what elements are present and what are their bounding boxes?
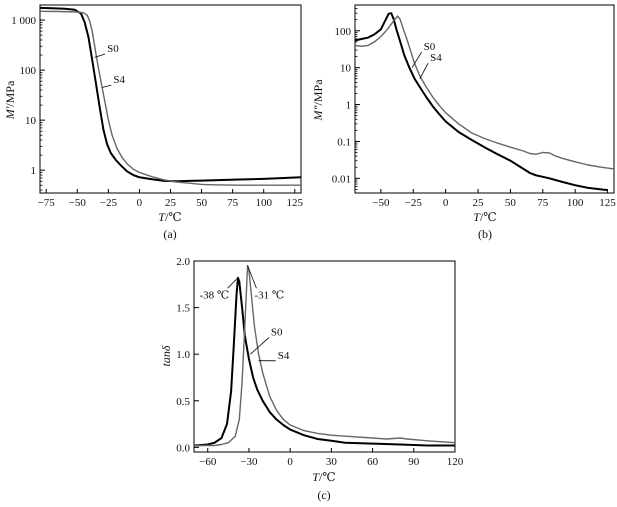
panel-c-peak-annotations: -38 ℃ -31 ℃ bbox=[199, 265, 284, 301]
x-tick-label: 0 bbox=[287, 456, 293, 468]
y-tick-label: 0.01 bbox=[332, 173, 351, 185]
peak-annotation-leader bbox=[227, 277, 239, 289]
x-tick-label: 100 bbox=[255, 197, 272, 209]
y-tick-label: 1.5 bbox=[176, 303, 190, 315]
x-tick-label: 25 bbox=[165, 197, 177, 209]
y-tick-label: 10 bbox=[340, 63, 352, 75]
x-tick-label: 0 bbox=[137, 197, 143, 209]
panel-c-x-axis-label: T/℃ bbox=[312, 470, 335, 484]
panel-b-x-axis-label: T/℃ bbox=[473, 210, 496, 224]
x-tick-label: −30 bbox=[240, 456, 258, 468]
series-label-leader bbox=[411, 51, 422, 68]
x-tick-label: −75 bbox=[38, 197, 56, 209]
x-tick-label: −60 bbox=[199, 456, 217, 468]
panel-c-y-ticks: 0.0 0.5 1.0 1.5 2.0 bbox=[176, 256, 199, 454]
x-tick-label: −25 bbox=[100, 197, 118, 209]
series-line-s0 bbox=[193, 276, 455, 447]
x-tick-label: 0 bbox=[443, 197, 449, 209]
series-line-s0 bbox=[354, 12, 608, 192]
x-tick-label: 100 bbox=[567, 197, 584, 209]
x-tick-label: 125 bbox=[287, 197, 304, 209]
series-label-leader bbox=[419, 62, 429, 79]
y-tick-label: 1 bbox=[346, 100, 352, 112]
y-tick-label: 1 000 bbox=[11, 15, 36, 27]
x-tick-label: −50 bbox=[372, 197, 390, 209]
x-tick-label: 25 bbox=[473, 197, 485, 209]
panel-b-y-axis-label: M"/MPa bbox=[311, 79, 325, 122]
y-tick-label: 100 bbox=[20, 65, 37, 77]
panel-c-y-axis-label: tanδ bbox=[159, 345, 173, 366]
series-label-s4: S4 bbox=[430, 52, 442, 64]
series-line-s4 bbox=[194, 265, 456, 447]
panel-c-label: (c) bbox=[317, 488, 330, 502]
peak-annotation-s4: -31 ℃ bbox=[254, 289, 284, 301]
series-label-s0: S0 bbox=[107, 43, 119, 55]
series-label-s4: S4 bbox=[113, 74, 125, 86]
y-tick-label: 10 bbox=[25, 115, 37, 127]
x-tick-label: 125 bbox=[599, 197, 616, 209]
x-tick-label: 30 bbox=[326, 456, 338, 468]
y-tick-label: 0.5 bbox=[176, 396, 190, 408]
x-tick-label: 50 bbox=[505, 197, 517, 209]
y-tick-label: 100 bbox=[335, 26, 352, 38]
panel-c-series bbox=[193, 265, 456, 447]
series-label-leader bbox=[102, 84, 112, 88]
panel-b-series bbox=[354, 12, 615, 192]
panel-b-label: (b) bbox=[478, 227, 492, 241]
y-tick-label: 1.0 bbox=[176, 349, 190, 361]
series-label-s0: S0 bbox=[271, 327, 283, 339]
x-tick-label: −25 bbox=[405, 197, 423, 209]
x-tick-label: 90 bbox=[408, 456, 420, 468]
panel-a-y-axis-label: M'/MPa bbox=[3, 80, 17, 120]
x-tick-label: 50 bbox=[196, 197, 208, 209]
series-line-s0 bbox=[39, 6, 302, 183]
panel-c-plot-frame bbox=[193, 260, 456, 453]
panel-a-x-ticks: −75 −50 −25 0 25 50 75 100 125 bbox=[38, 189, 304, 209]
x-tick-label: 75 bbox=[537, 197, 549, 209]
x-tick-label: 75 bbox=[227, 197, 239, 209]
y-tick-label: 0.1 bbox=[337, 136, 351, 148]
panel-b-plot-frame bbox=[354, 4, 615, 194]
panel-a-series bbox=[39, 6, 302, 186]
series-label-leader bbox=[250, 337, 270, 355]
x-tick-label: 120 bbox=[447, 456, 464, 468]
panel-a-y-ticks: 1 10 100 1 000 bbox=[11, 15, 45, 191]
panel-a-series-labels: S0 S4 bbox=[94, 43, 125, 88]
panel-a-label: (a) bbox=[163, 227, 176, 241]
panel-c: −60 −30 0 30 60 90 120 0.0 0.5 1.0 1.5 2.0 S0 S4 -3… bbox=[159, 256, 464, 502]
panel-b-y-ticks: 0.01 0.1 1 10 100 bbox=[332, 8, 360, 190]
y-tick-label: 0.0 bbox=[176, 442, 190, 454]
series-line-s4 bbox=[354, 15, 615, 170]
series-label-s0: S0 bbox=[424, 41, 436, 53]
panel-a-x-axis-label: T/℃ bbox=[158, 210, 181, 224]
y-tick-label: 2.0 bbox=[176, 256, 190, 268]
series-line-s4 bbox=[39, 10, 301, 186]
panel-b-x-ticks: −50 −25 0 25 50 75 100 125 bbox=[372, 189, 616, 209]
x-tick-label: −50 bbox=[69, 197, 87, 209]
x-tick-label: 60 bbox=[367, 456, 379, 468]
panel-c-series-labels: S0 S4 bbox=[250, 327, 290, 362]
peak-annotation-leader bbox=[247, 265, 257, 289]
series-label-leader bbox=[94, 53, 106, 58]
series-label-s4: S4 bbox=[278, 350, 290, 362]
panel-a-plot-frame bbox=[39, 4, 302, 194]
peak-annotation-s0: -38 ℃ bbox=[199, 289, 229, 301]
y-tick-label: 1 bbox=[31, 165, 37, 177]
panel-c-x-ticks: −60 −30 0 30 60 90 120 bbox=[199, 448, 464, 468]
